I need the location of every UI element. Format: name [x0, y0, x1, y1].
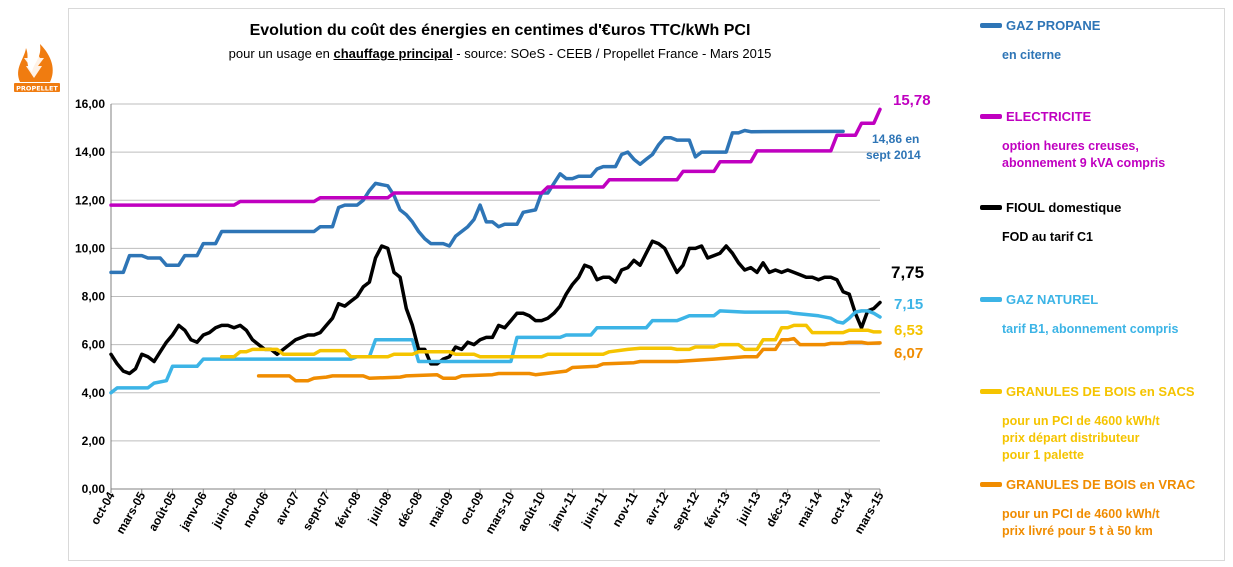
x-tick-label: juil-13 — [734, 489, 764, 527]
legend-swatch — [980, 114, 1002, 119]
legend-description-line: pour 1 palette — [1002, 448, 1084, 462]
x-tick-label: juin-06 — [209, 489, 241, 531]
legend-description-line: FOD au tarif C1 — [1002, 230, 1093, 244]
legend-description-line: pour un PCI de 4600 kWh/t — [1002, 414, 1160, 428]
legend-description-line: en citerne — [1002, 48, 1062, 62]
x-tick-label: févr-13 — [701, 489, 733, 530]
y-tick-label: 4,00 — [82, 386, 106, 400]
legend-item-sacs: GRANULES DE BOIS en SACS pour un PCI de 4… — [980, 384, 1230, 464]
chart-title: Evolution du coût des énergies en centim… — [249, 22, 751, 39]
legend-head: GRANULES DE BOIS en VRAC — [980, 477, 1230, 492]
subtitle-prefix: pour un usage en — [228, 46, 334, 61]
legend-description-line: tarif B1, abonnement compris — [1002, 322, 1179, 336]
legend-item-fioul: FIOUL domestique FOD au tarif C1 — [980, 200, 1230, 246]
x-tick-label: oct-14 — [826, 489, 856, 527]
legend-head: GAZ PROPANE — [980, 18, 1230, 33]
subtitle-suffix: - source: SOeS - CEEB / Propellet France… — [452, 46, 772, 61]
series-line-vrac — [256, 336, 882, 383]
legend-head: ELECTRICITE — [980, 109, 1230, 124]
x-tick-label: sept-07 — [300, 489, 333, 533]
legend-description-line: prix livré pour 5 t à 50 km — [1002, 524, 1153, 538]
legend-description: FOD au tarif C1 — [1002, 229, 1230, 246]
series-line-gaz — [109, 309, 882, 395]
y-tick-label: 0,00 — [82, 482, 106, 496]
legend-swatch — [980, 297, 1002, 302]
x-tick-label: nov-11 — [609, 489, 640, 529]
legend-description: pour un PCI de 4600 kWh/t prix livré pour… — [1002, 506, 1230, 540]
end-label-gaz: 7,15 — [894, 296, 924, 313]
chart-frame — [68, 8, 1225, 561]
end-label-fioul: 7,75 — [891, 263, 925, 282]
series-line-electricite — [109, 107, 882, 207]
x-tick-label: nov-06 — [240, 489, 272, 530]
end-label-vrac: 6,07 — [894, 345, 924, 362]
x-tick-label: août-10 — [515, 489, 549, 533]
legend-description: tarif B1, abonnement compris — [1002, 321, 1230, 338]
x-tick-label: août-05 — [146, 489, 180, 533]
x-tick-label: déc-13 — [763, 489, 794, 529]
x-tick-label: févr-08 — [332, 489, 364, 530]
legend-head: GAZ NATUREL — [980, 292, 1230, 307]
y-tick-label: 14,00 — [75, 145, 105, 159]
legend-label: GAZ NATUREL — [1006, 292, 1099, 307]
propellet-logo: PROPELLET — [12, 38, 62, 101]
legend-head: GRANULES DE BOIS en SACS — [980, 384, 1230, 399]
legend-swatch — [980, 23, 1002, 28]
legend-swatch — [980, 389, 1002, 394]
legend-label: GAZ PROPANE — [1006, 18, 1101, 33]
x-tick-label: mai-14 — [794, 489, 825, 529]
legend-description-line: prix départ distributeur — [1002, 431, 1140, 445]
legend-item-vrac: GRANULES DE BOIS en VRAC pour un PCI de 4… — [980, 477, 1230, 540]
x-tick-label: avr-07 — [272, 489, 302, 527]
legend-head: FIOUL domestique — [980, 200, 1230, 215]
y-tick-label: 16,00 — [75, 97, 105, 111]
x-tick-label: mars-15 — [851, 489, 886, 536]
series-line-propane — [109, 128, 845, 275]
legend-item-electricite: ELECTRICITE option heures creuses, abonnem… — [980, 109, 1230, 172]
legend-description: option heures creuses, abonnement 9 kVA c… — [1002, 138, 1230, 172]
y-tick-label: 8,00 — [82, 290, 106, 304]
legend-swatch — [980, 205, 1002, 210]
end-label-propane-line1: 14,86 en — [872, 132, 920, 146]
x-tick-label: déc-08 — [394, 489, 425, 529]
x-tick-label: juin-11 — [578, 489, 610, 530]
x-tick-label: oct-09 — [457, 489, 487, 527]
x-tick-label: janv-06 — [177, 489, 210, 533]
legend-swatch — [980, 482, 1002, 487]
y-tick-label: 2,00 — [82, 434, 106, 448]
end-label-electricite: 15,78 — [893, 92, 931, 109]
legend-label: GRANULES DE BOIS en SACS — [1006, 384, 1195, 399]
y-tick-label: 10,00 — [75, 241, 105, 255]
series-line-sacs — [219, 323, 882, 359]
logo-text: PROPELLET — [16, 85, 58, 93]
x-tick-label: juil-08 — [364, 489, 394, 527]
legend-description: pour un PCI de 4600 kWh/t prix départ dis… — [1002, 413, 1230, 464]
legend-description-line: abonnement 9 kVA compris — [1002, 156, 1166, 170]
legend-item-propane: GAZ PROPANE en citerne — [980, 18, 1230, 64]
subtitle-underlined: chauffage principal — [333, 46, 453, 61]
x-tick-label: mars-05 — [113, 489, 148, 536]
legend-item-gaz: GAZ NATUREL tarif B1, abonnement compris — [980, 292, 1230, 338]
y-tick-label: 6,00 — [82, 338, 106, 352]
legend-description-line: pour un PCI de 4600 kWh/t — [1002, 507, 1160, 521]
end-label-propane-line2: sept 2014 — [866, 148, 921, 162]
legend-label: FIOUL domestique — [1006, 200, 1122, 215]
x-tick-label: mars-10 — [482, 489, 517, 536]
x-tick-label: avr-12 — [641, 489, 671, 527]
x-tick-label: sept-12 — [669, 489, 702, 533]
end-label-sacs: 6,53 — [894, 322, 924, 339]
chart-subtitle: pour un usage en chauffage principal - s… — [180, 46, 820, 61]
legend-description-line: option heures creuses, — [1002, 139, 1139, 153]
x-tick-label: mai-09 — [425, 489, 456, 529]
x-tick-label: janv-11 — [546, 489, 579, 532]
legend-label: GRANULES DE BOIS en VRAC — [1006, 477, 1196, 492]
series-line-fioul — [109, 239, 882, 376]
y-tick-label: 12,00 — [75, 193, 105, 207]
legend-description: en citerne — [1002, 47, 1230, 64]
legend-label: ELECTRICITE — [1006, 109, 1092, 124]
